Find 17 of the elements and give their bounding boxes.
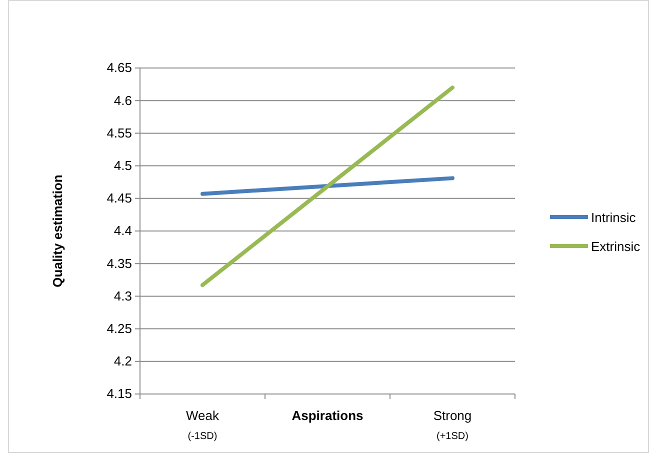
y-tick-label: 4.65 xyxy=(106,60,132,76)
y-tick-label: 4.4 xyxy=(114,223,132,238)
y-tick-label: 4.5 xyxy=(114,158,132,173)
legend-label: Intrinsic xyxy=(591,210,636,225)
y-tick-label: 4.3 xyxy=(114,288,132,304)
y-tick-label: 4.45 xyxy=(106,190,132,206)
y-tick-label: 4.25 xyxy=(106,320,132,336)
y-axis-title: Quality estimation xyxy=(50,174,65,288)
y-tick-label: 4.55 xyxy=(106,125,132,140)
legend-label: Extrinsic xyxy=(591,239,641,254)
x-tick-label: Strong (+1SD) xyxy=(433,408,472,442)
x-tick-label: Aspirations xyxy=(292,408,364,423)
y-tick-label: 4.2 xyxy=(114,354,132,369)
x-tick-label: Weak (-1SD) xyxy=(186,408,220,442)
y-tick-label: 4.6 xyxy=(114,92,132,108)
y-tick-label: 4.35 xyxy=(106,256,132,271)
y-tick-label: 4.15 xyxy=(106,386,132,402)
